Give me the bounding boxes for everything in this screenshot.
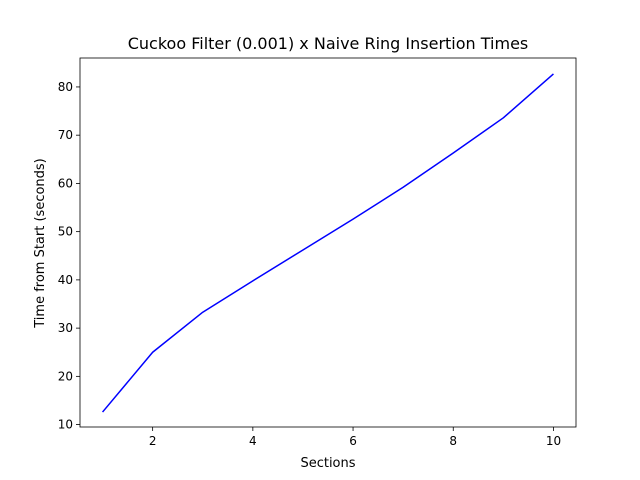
- y-tick-label: 30: [58, 321, 73, 335]
- y-tick-label: 70: [58, 128, 73, 142]
- axes-frame: [79, 57, 577, 428]
- x-axis-label: Sections: [300, 456, 355, 471]
- axes: 2 4 6 8 10 10 20 30 40 50 60 70 80: [58, 57, 577, 448]
- x-tick-label: 2: [149, 434, 157, 448]
- y-tick-label: 40: [58, 273, 73, 287]
- y-tick-label: 80: [58, 80, 73, 94]
- series-line-0: [101, 73, 554, 413]
- y-tick-label: 10: [58, 418, 73, 432]
- y-tick-label: 50: [58, 225, 73, 239]
- chart-title: Cuckoo Filter (0.001) x Naive Ring Inser…: [128, 34, 529, 53]
- y-axis-label: Time from Start (seconds): [33, 158, 48, 329]
- y-tick-label: 60: [58, 176, 73, 190]
- x-tick-label: 8: [449, 434, 457, 448]
- y-tick-label: 20: [58, 369, 73, 383]
- x-tick-label: 6: [349, 434, 357, 448]
- x-tick-label: 10: [546, 434, 561, 448]
- x-tick-label: 4: [249, 434, 257, 448]
- plot-area: [101, 73, 554, 413]
